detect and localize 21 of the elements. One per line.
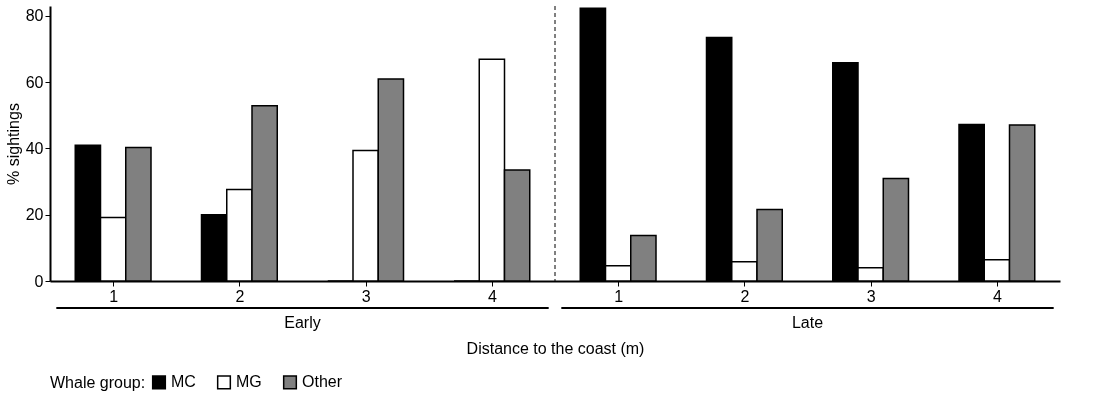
x-tick-label: 3 (866, 287, 876, 305)
x-tick-label: 2 (740, 287, 750, 305)
legend-label: Other (302, 373, 343, 391)
text: Late (791, 314, 824, 331)
legend-title: Whale group: (50, 374, 146, 391)
x-tick-label: 4 (992, 287, 1002, 305)
x-tick-label: 1 (109, 287, 119, 305)
x-tick-label: 3 (361, 287, 371, 305)
legend-label: MG (236, 373, 262, 391)
x-tick-label: 4 (487, 287, 497, 305)
y-tick-label: 80 (25, 7, 44, 25)
y-axis-title: % sightings (4, 103, 22, 185)
legend-label: MC (171, 373, 196, 391)
y-tick-label: 0 (34, 272, 44, 290)
x-tick-label: 2 (235, 287, 245, 305)
y-tick-label: 60 (25, 73, 44, 91)
y-tick-label: 20 (25, 206, 44, 224)
y-tick-label: 40 (25, 139, 44, 157)
x-axis-title: Distance to the coast (m) (466, 339, 645, 357)
text: Early (284, 314, 321, 331)
x-tick-label: 1 (614, 287, 624, 305)
